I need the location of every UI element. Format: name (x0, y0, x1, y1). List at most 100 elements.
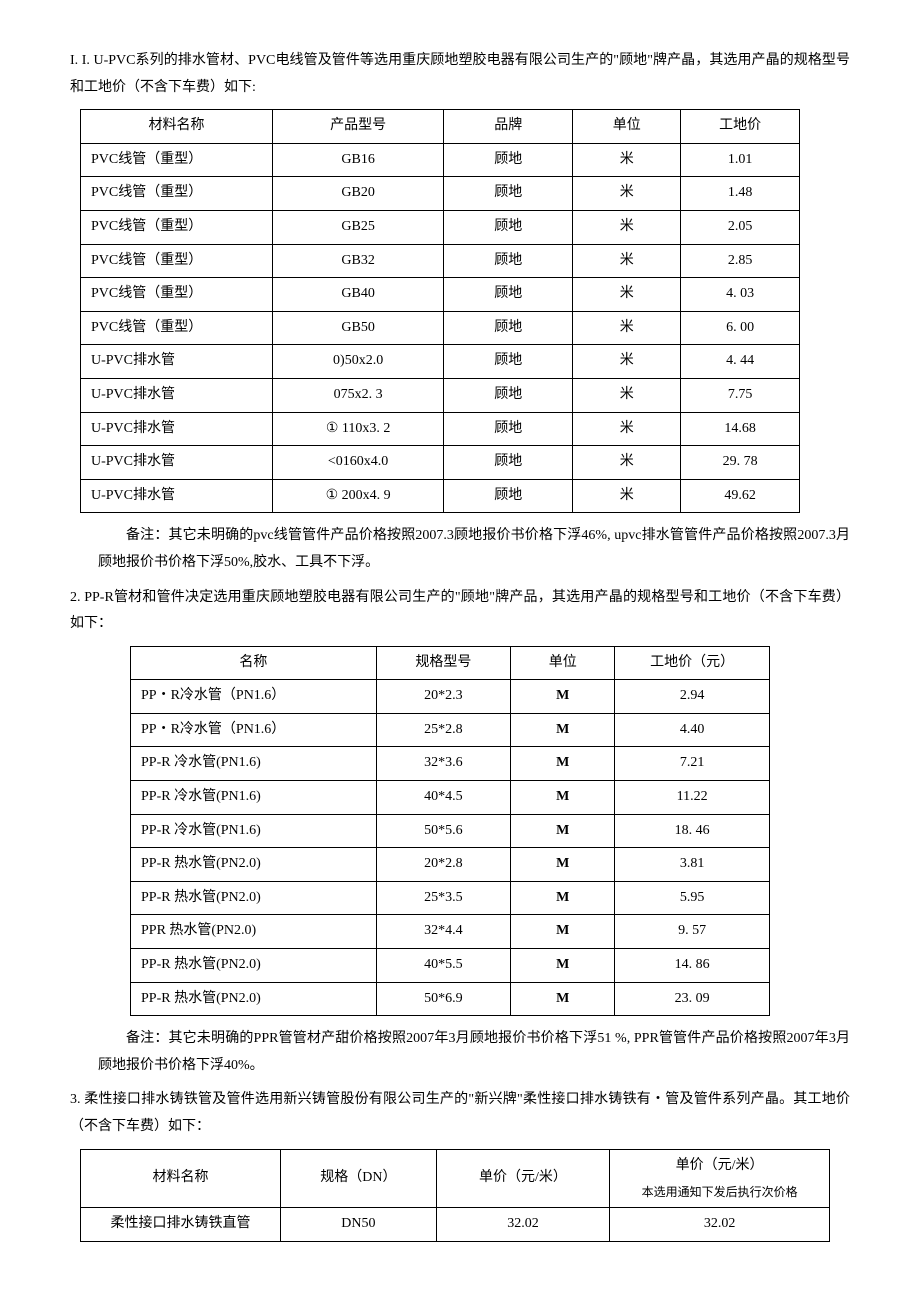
cell: 顾地 (444, 244, 573, 278)
col-header: 工地价 (681, 110, 800, 144)
cell: 14.68 (681, 412, 800, 446)
cell: 顾地 (444, 210, 573, 244)
cell: GB25 (273, 210, 444, 244)
cell: 顾地 (444, 278, 573, 312)
cell: GB32 (273, 244, 444, 278)
cell: 50*6.9 (376, 982, 510, 1016)
cell: <0160x4.0 (273, 446, 444, 480)
cell: PVC线管（重型） (81, 143, 273, 177)
cell: 米 (573, 412, 681, 446)
cell: 29. 78 (681, 446, 800, 480)
cell: U-PVC排水管 (81, 412, 273, 446)
paragraph-3: 2. PP-R管材和管件决定选用重庆顾地塑胶电器有限公司生产的"顾地"牌产品，其… (70, 585, 850, 638)
cell: M (511, 949, 615, 983)
table-row: PVC线管（重型）GB32顾地米2.85 (81, 244, 800, 278)
table-row: PP-R 冷水管(PN1.6)50*5.6M18. 46 (131, 814, 770, 848)
table-row: PP-R 热水管(PN2.0)50*6.9M23. 09 (131, 982, 770, 1016)
cell: 4.40 (615, 713, 770, 747)
cell: 20*2.8 (376, 848, 510, 882)
cell: 米 (573, 311, 681, 345)
cell: PP-R 热水管(PN2.0) (131, 848, 377, 882)
table-2: 名称规格型号单位工地价（元） PP・R冷水管（PN1.6）20*2.3M2.94… (130, 646, 770, 1017)
table-row: PP-R 热水管(PN2.0)20*2.8M3.81 (131, 848, 770, 882)
table-row: PVC线管（重型）GB25顾地米2.05 (81, 210, 800, 244)
cell: M (511, 781, 615, 815)
cell: 顾地 (444, 412, 573, 446)
cell: PPR 热水管(PN2.0) (131, 915, 377, 949)
col-header: 工地价（元） (615, 646, 770, 680)
cell: 顾地 (444, 378, 573, 412)
table-row: PVC线管（重型）GB50顾地米6. 00 (81, 311, 800, 345)
cell: 米 (573, 143, 681, 177)
cell: PP・R冷水管（PN1.6） (131, 713, 377, 747)
cell: 米 (573, 345, 681, 379)
table-1: 材料名称产品型号品牌单位工地价 PVC线管（重型）GB16顾地米1.01PVC线… (80, 109, 800, 513)
cell: PP-R 热水管(PN2.0) (131, 949, 377, 983)
cell: 2.05 (681, 210, 800, 244)
cell: 18. 46 (615, 814, 770, 848)
paragraph-4: 备注：其它未明确的PPR管管材产甜价格按照2007年3月顾地报价书价格下浮51 … (98, 1026, 850, 1079)
cell: 7.21 (615, 747, 770, 781)
cell: 4. 03 (681, 278, 800, 312)
cell: 6. 00 (681, 311, 800, 345)
table-3: 材料名称规格（DN）单价（元/米）单价（元/米）本选用通知下发后执行次价格 柔性… (80, 1149, 830, 1242)
cell: PP・R冷水管（PN1.6） (131, 680, 377, 714)
cell: 25*3.5 (376, 881, 510, 915)
cell: GB20 (273, 177, 444, 211)
cell: 5.95 (615, 881, 770, 915)
cell: U-PVC排水管 (81, 378, 273, 412)
cell: 米 (573, 479, 681, 513)
cell: 顾地 (444, 311, 573, 345)
cell: M (511, 747, 615, 781)
cell: 32*3.6 (376, 747, 510, 781)
table-row: PP-R 热水管(PN2.0)25*3.5M5.95 (131, 881, 770, 915)
table-row: PVC线管（重型）GB40顾地米4. 03 (81, 278, 800, 312)
table-row: PPR 热水管(PN2.0)32*4.4M9. 57 (131, 915, 770, 949)
cell: U-PVC排水管 (81, 345, 273, 379)
cell: 9. 57 (615, 915, 770, 949)
cell: 米 (573, 378, 681, 412)
cell: PP-R 冷水管(PN1.6) (131, 814, 377, 848)
table-row: PVC线管（重型）GB20顾地米1.48 (81, 177, 800, 211)
cell: 7.75 (681, 378, 800, 412)
col-header: 材料名称 (81, 110, 273, 144)
cell: PP-R 冷水管(PN1.6) (131, 747, 377, 781)
cell: 20*2.3 (376, 680, 510, 714)
cell: M (511, 982, 615, 1016)
cell: 32.02 (436, 1207, 609, 1241)
col-header: 产品型号 (273, 110, 444, 144)
cell: 米 (573, 244, 681, 278)
table-row: U-PVC排水管075x2. 3顾地米7.75 (81, 378, 800, 412)
cell: 40*4.5 (376, 781, 510, 815)
table-row: 柔性接口排水铸铁直管DN5032.0232.02 (81, 1207, 830, 1241)
cell: GB50 (273, 311, 444, 345)
table-header-row: 名称规格型号单位工地价（元） (131, 646, 770, 680)
col-header: 单位 (511, 646, 615, 680)
cell: 米 (573, 177, 681, 211)
col-header: 单位 (573, 110, 681, 144)
cell: M (511, 848, 615, 882)
cell: 075x2. 3 (273, 378, 444, 412)
table-row: PP-R 冷水管(PN1.6)32*3.6M7.21 (131, 747, 770, 781)
cell: M (511, 881, 615, 915)
cell: M (511, 915, 615, 949)
cell: 顾地 (444, 345, 573, 379)
cell: PVC线管（重型） (81, 278, 273, 312)
cell: 32.02 (610, 1207, 830, 1241)
cell: PVC线管（重型） (81, 244, 273, 278)
col-header: 单价（元/米） (436, 1149, 609, 1207)
cell: DN50 (280, 1207, 436, 1241)
cell: 14. 86 (615, 949, 770, 983)
cell: PVC线管（重型） (81, 210, 273, 244)
paragraph-2: 备注：其它未明确的pvc线管管件产品价格按照2007.3顾地报价书价格下浮46%… (98, 523, 850, 576)
cell: ① 200x4. 9 (273, 479, 444, 513)
table-header-row: 材料名称产品型号品牌单位工地价 (81, 110, 800, 144)
cell: GB40 (273, 278, 444, 312)
cell: GB16 (273, 143, 444, 177)
col-header: 规格（DN） (280, 1149, 436, 1207)
cell: M (511, 713, 615, 747)
cell: 32*4.4 (376, 915, 510, 949)
cell: M (511, 680, 615, 714)
cell: 11.22 (615, 781, 770, 815)
table-row: PP-R 冷水管(PN1.6)40*4.5M11.22 (131, 781, 770, 815)
